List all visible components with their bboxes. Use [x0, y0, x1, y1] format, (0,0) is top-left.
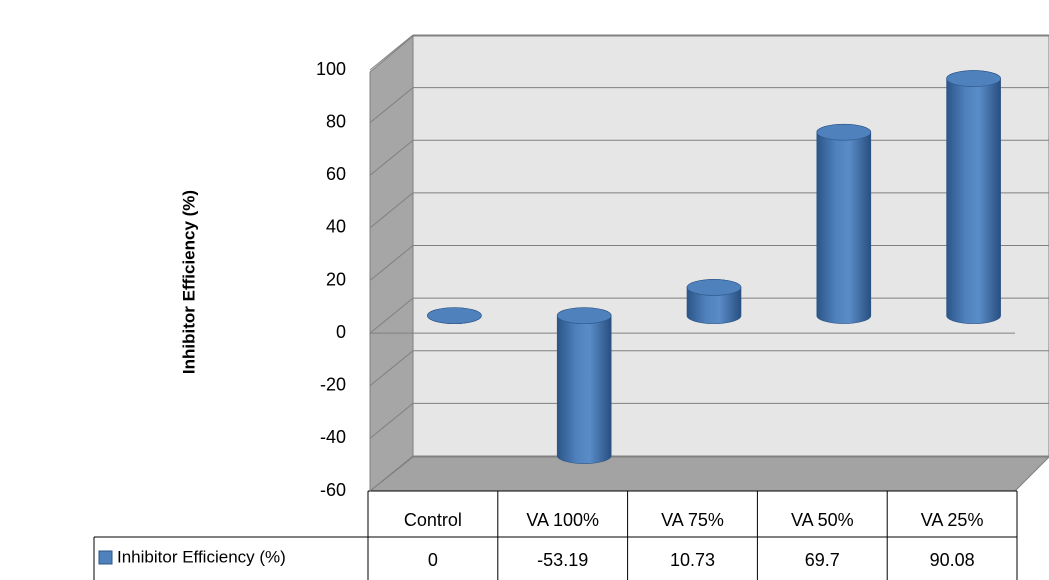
y-tick-label: -40	[320, 427, 346, 447]
grid-line	[369, 139, 414, 176]
y-axis-title: Inhibitor Efficiency (%)	[179, 190, 198, 374]
table-value: 90.08	[930, 550, 975, 570]
table-value: 0	[428, 550, 438, 570]
grid-line	[369, 34, 414, 71]
bar-top	[427, 307, 482, 324]
grid-line	[369, 192, 414, 229]
y-tick-label: 100	[316, 59, 346, 79]
bar-top	[946, 70, 1001, 87]
y-tick-label: -20	[320, 375, 346, 395]
x-tick-label: VA 100%	[526, 510, 599, 530]
x-tick-label: VA 25%	[921, 510, 984, 530]
legend-key	[98, 550, 113, 565]
y-tick-label: 80	[326, 111, 346, 131]
grid-line	[369, 455, 414, 492]
bar-top	[816, 123, 872, 141]
legend-label: Inhibitor Efficiency (%)	[117, 547, 286, 566]
bar	[946, 70, 1001, 324]
x-tick-label: Control	[404, 510, 462, 530]
data-table	[93, 490, 1018, 580]
table-value: 10.73	[670, 550, 715, 570]
table-value: -53.19	[537, 550, 588, 570]
grid-line	[369, 87, 414, 124]
grid-line	[369, 297, 414, 334]
y-tick-label: 60	[326, 164, 346, 184]
table-value: 69.7	[805, 550, 840, 570]
y-tick-label: 20	[326, 269, 346, 289]
bar	[556, 307, 612, 464]
grid-line	[369, 245, 414, 281]
bar-top	[556, 307, 612, 324]
y-tick-label: 40	[326, 217, 346, 237]
bar	[816, 123, 872, 324]
bar-top	[686, 279, 742, 296]
grid-line	[369, 402, 414, 439]
x-tick-label: VA 50%	[791, 510, 854, 530]
y-tick-label: -60	[320, 480, 346, 500]
floor	[368, 456, 1049, 492]
grid-line	[369, 350, 414, 387]
x-tick-label: VA 75%	[661, 510, 724, 530]
y-tick-label: 0	[336, 322, 346, 342]
